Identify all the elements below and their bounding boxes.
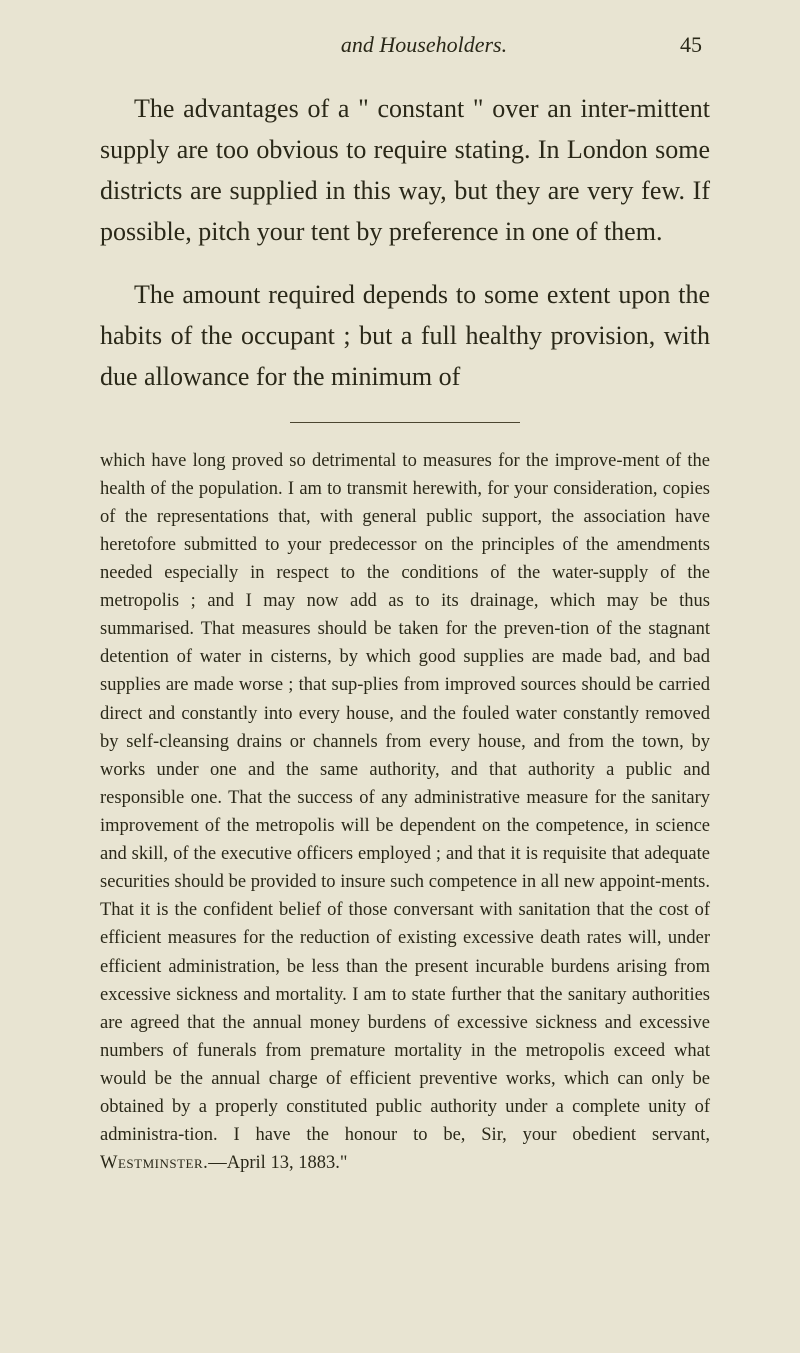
paragraph-2: The amount required depends to some exte…: [100, 274, 710, 397]
section-divider: [290, 422, 520, 423]
footnote: which have long proved so detrimental to…: [100, 447, 710, 1178]
footnote-text-2: —April 13, 1883.": [208, 1153, 347, 1173]
paragraph-2-text: The amount required depends to some exte…: [100, 280, 710, 391]
footnote-signature: Westminster.: [100, 1153, 208, 1173]
running-title: and Householders.: [168, 32, 680, 58]
footnote-text-1: which have long proved so detrimental to…: [100, 451, 710, 1146]
paragraph-1-text: The advantages of a " constant " over an…: [100, 94, 710, 246]
paragraph-1: The advantages of a " constant " over an…: [100, 88, 710, 252]
page-header: and Householders. 45: [100, 32, 710, 58]
page-number: 45: [680, 32, 702, 58]
